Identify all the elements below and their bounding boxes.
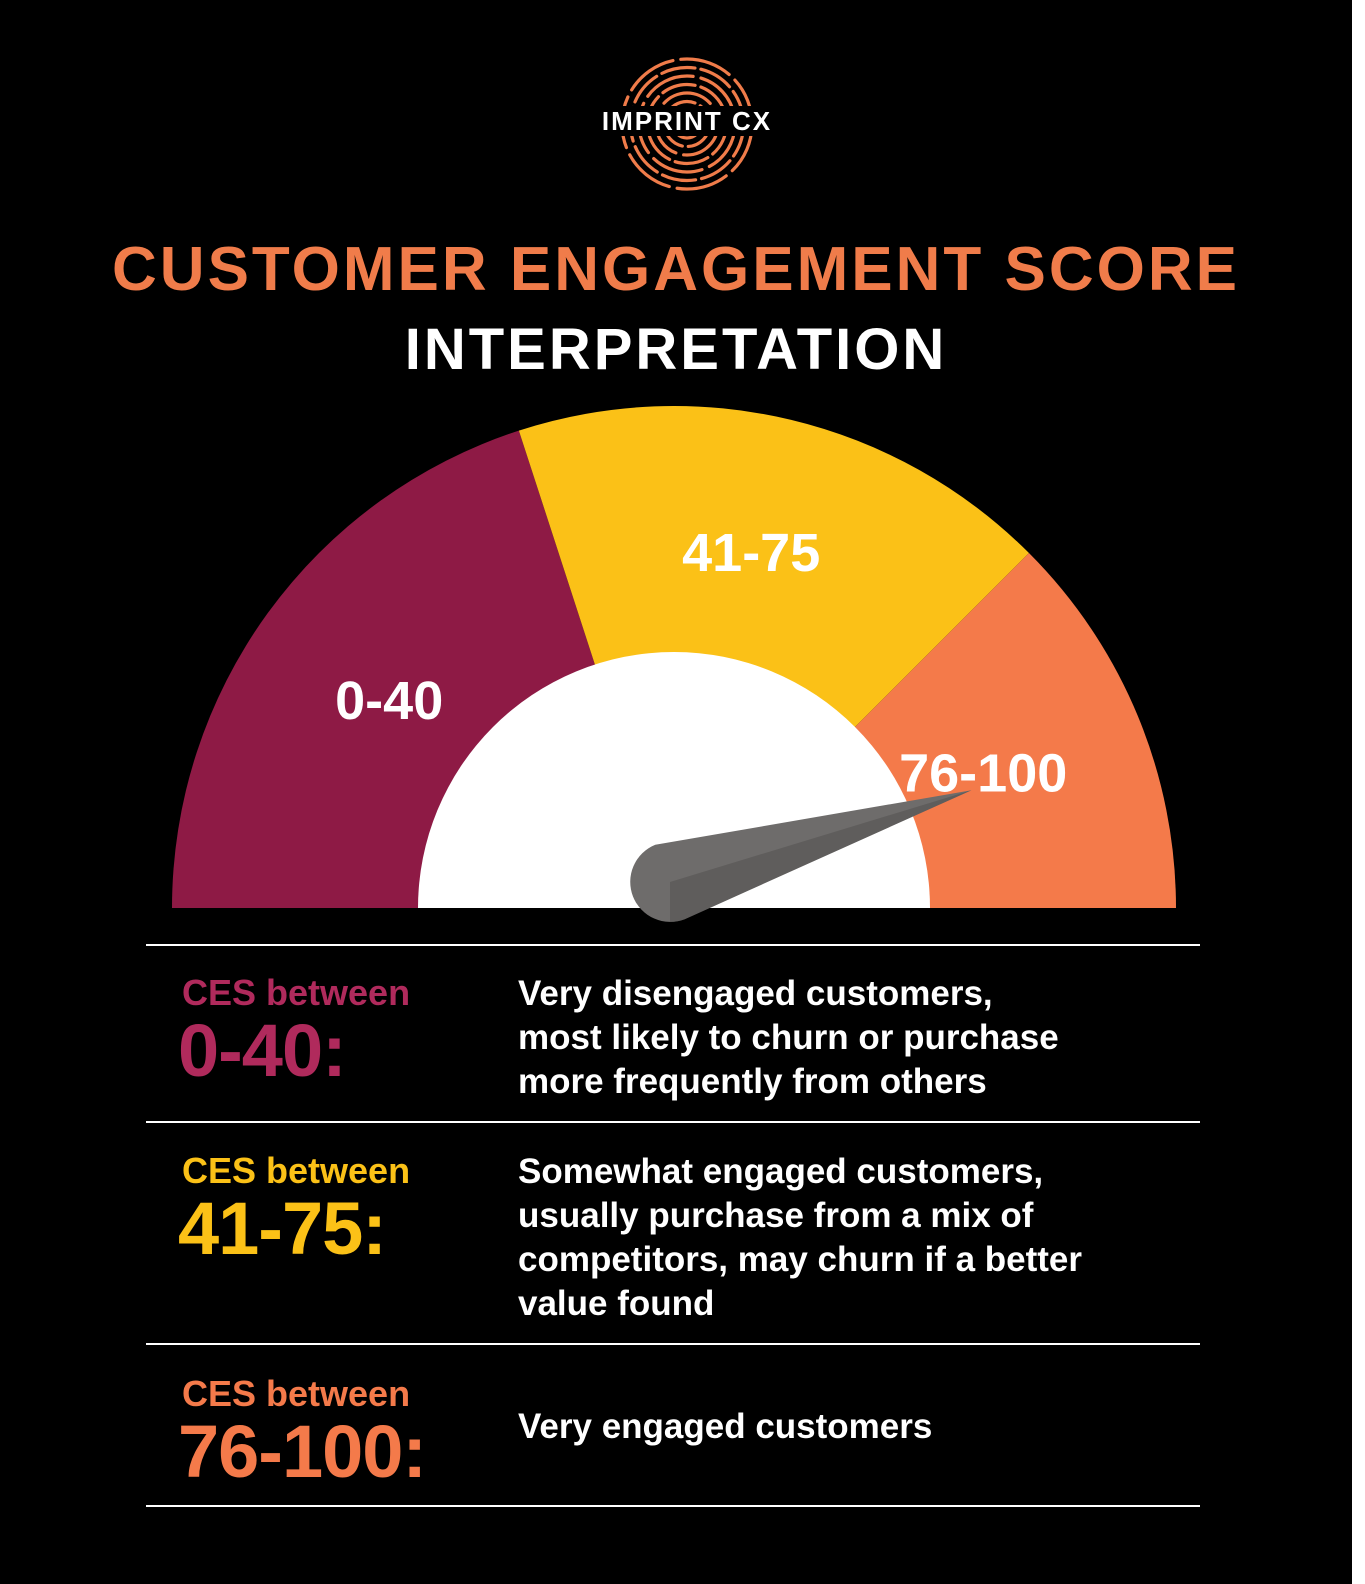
ces-prefix: CES between — [182, 1373, 411, 1414]
ces-range: 0-40: — [178, 1009, 347, 1092]
description-line: value found — [518, 1284, 715, 1323]
gauge-label-41-75: 41-75 — [682, 523, 820, 583]
page-title: CUSTOMER ENGAGEMENT SCORE — [112, 235, 1240, 304]
interpretation-row-41-75: CES between 41-75: Somewhat engaged cust… — [146, 1150, 1200, 1330]
page-subtitle: INTERPRETATION — [404, 317, 948, 382]
ces-range: 41-75: — [178, 1187, 387, 1270]
ces-range: 76-100: — [178, 1410, 427, 1493]
description-line: competitors, may churn if a better — [518, 1240, 1083, 1279]
description-line: Somewhat engaged customers, — [518, 1152, 1044, 1191]
brand-logo: IMPRINT CX — [592, 36, 782, 206]
divider — [146, 1505, 1200, 1507]
divider — [146, 944, 1200, 946]
description-line: more frequently from others — [518, 1062, 987, 1101]
divider — [146, 1121, 1200, 1123]
gauge-label-76-100: 76-100 — [899, 743, 1067, 803]
brand-name: IMPRINT CX — [597, 106, 777, 136]
gauge-needle-shadow — [670, 790, 972, 922]
description-line: usually purchase from a mix of — [518, 1196, 1034, 1235]
description-line: Very engaged customers — [518, 1407, 933, 1446]
description-line: Very disengaged customers, — [518, 974, 993, 1013]
interpretation-row-0-40: CES between 0-40: Very disengaged custom… — [146, 972, 1200, 1112]
ces-prefix: CES between — [182, 1150, 411, 1191]
divider — [146, 1343, 1200, 1345]
ces-prefix: CES between — [182, 972, 411, 1013]
gauge-label-0-40: 0-40 — [335, 671, 443, 731]
ces-description: Somewhat engaged customers, usually purc… — [518, 1150, 1198, 1326]
description-line: most likely to churn or purchase — [518, 1018, 1059, 1057]
ces-description: Very disengaged customers, most likely t… — [518, 972, 1198, 1104]
ces-description: Very engaged customers — [518, 1405, 1198, 1449]
page-margin — [1352, 0, 1365, 1584]
interpretation-row-76-100: CES between 76-100: Very engaged custome… — [146, 1373, 1200, 1503]
engagement-gauge: 0-40 41-75 76-100 — [171, 405, 1176, 922]
